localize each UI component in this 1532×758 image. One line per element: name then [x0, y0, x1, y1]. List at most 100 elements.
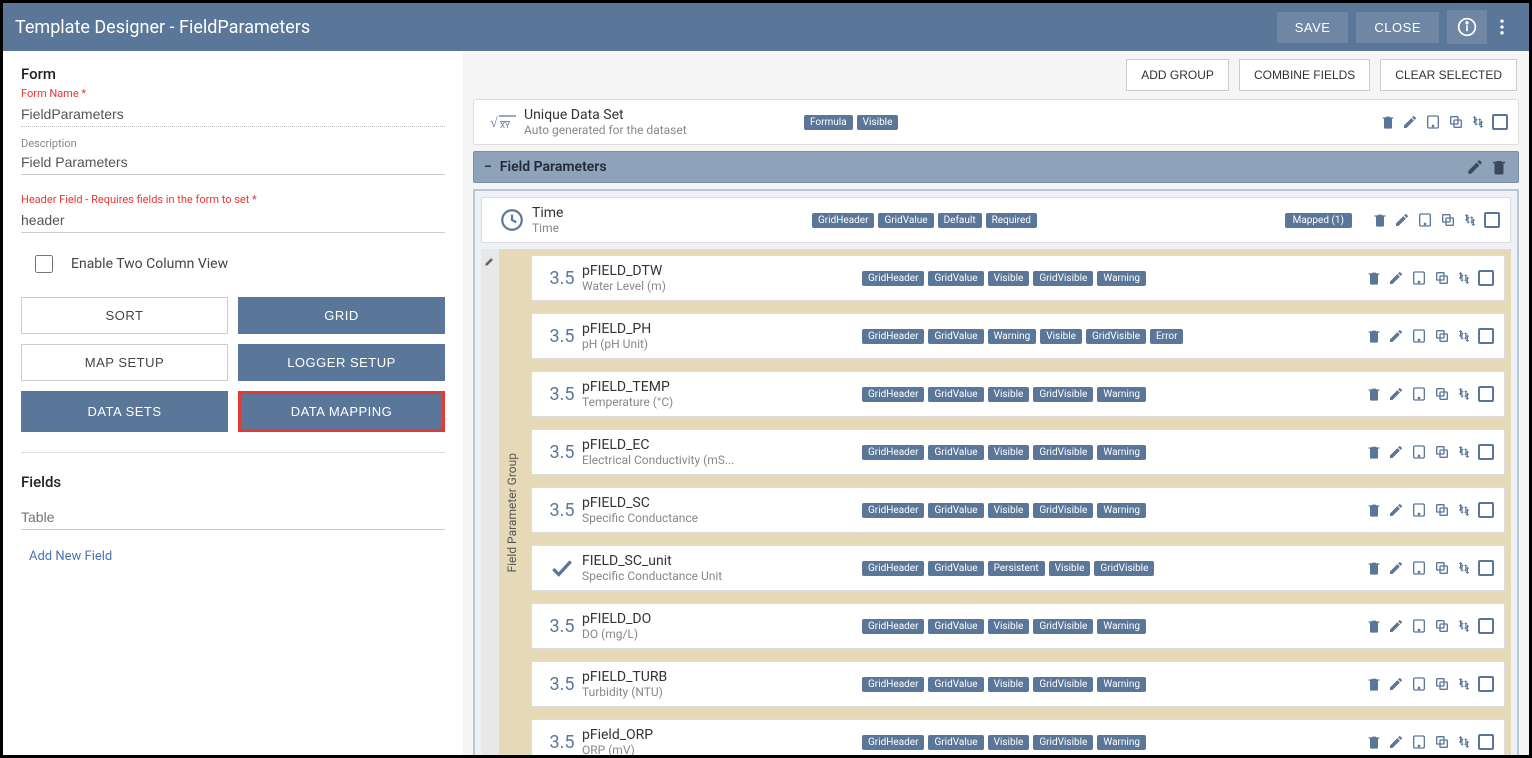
sort-button[interactable]: SORT [21, 297, 228, 334]
row-tags: GridHeaderGridValueVisibleGridVisibleWar… [862, 271, 1366, 286]
reorder-icon[interactable] [1456, 560, 1472, 576]
row-actions [1366, 502, 1494, 518]
tag: GridValue [878, 213, 933, 228]
select-checkbox[interactable] [1478, 444, 1494, 460]
delete-icon[interactable] [1366, 734, 1382, 750]
reorder-icon[interactable] [1456, 386, 1472, 402]
reorder-icon[interactable] [1456, 502, 1472, 518]
copy-icon[interactable] [1448, 114, 1464, 130]
edit-icon[interactable] [1388, 734, 1404, 750]
select-checkbox[interactable] [1478, 502, 1494, 518]
copy-icon[interactable] [1434, 502, 1450, 518]
edit-icon[interactable] [1388, 386, 1404, 402]
data-sets-button[interactable]: DATA SETS [21, 391, 228, 432]
reorder-icon[interactable] [1470, 114, 1486, 130]
close-button[interactable]: CLOSE [1356, 12, 1439, 43]
tablet-icon[interactable] [1410, 270, 1428, 286]
form-name-input[interactable] [21, 102, 445, 127]
delete-icon[interactable] [1366, 676, 1382, 692]
edit-icon[interactable] [1394, 212, 1410, 228]
edit-icon[interactable] [1388, 328, 1404, 344]
select-checkbox[interactable] [1478, 270, 1494, 286]
copy-icon[interactable] [1434, 328, 1450, 344]
select-checkbox[interactable] [1478, 676, 1494, 692]
nested-collapse-handle[interactable] [481, 249, 499, 755]
reorder-icon[interactable] [1462, 212, 1478, 228]
group-header: − Field Parameters [473, 151, 1519, 183]
edit-icon[interactable] [1388, 270, 1404, 286]
logger-setup-button[interactable]: LOGGER SETUP [238, 344, 445, 381]
edit-icon[interactable] [1388, 444, 1404, 460]
tag: Warning [1097, 387, 1146, 402]
more-menu-button[interactable] [1487, 17, 1517, 37]
edit-icon[interactable] [1466, 158, 1484, 176]
reorder-icon[interactable] [1456, 676, 1472, 692]
tablet-icon[interactable] [1416, 212, 1434, 228]
tablet-icon[interactable] [1410, 618, 1428, 634]
delete-icon[interactable] [1366, 328, 1382, 344]
add-new-field-link[interactable]: Add New Field [29, 549, 112, 564]
map-setup-button[interactable]: MAP SETUP [21, 344, 228, 381]
copy-icon[interactable] [1434, 270, 1450, 286]
tablet-icon[interactable] [1410, 676, 1428, 692]
select-checkbox[interactable] [1478, 618, 1494, 634]
reorder-icon[interactable] [1456, 270, 1472, 286]
tablet-icon[interactable] [1410, 560, 1428, 576]
select-checkbox[interactable] [1478, 734, 1494, 750]
select-checkbox[interactable] [1478, 560, 1494, 576]
edit-icon[interactable] [1402, 114, 1418, 130]
combine-fields-button[interactable]: COMBINE FIELDS [1239, 59, 1370, 91]
delete-icon[interactable] [1366, 386, 1382, 402]
delete-icon[interactable] [1380, 114, 1396, 130]
tablet-icon[interactable] [1410, 734, 1428, 750]
info-button[interactable] [1447, 10, 1487, 44]
delete-icon[interactable] [1366, 444, 1382, 460]
edit-icon[interactable] [1388, 502, 1404, 518]
edit-icon[interactable] [1388, 618, 1404, 634]
select-checkbox[interactable] [1478, 328, 1494, 344]
delete-icon[interactable] [1366, 560, 1382, 576]
collapse-toggle[interactable]: − [484, 159, 492, 175]
delete-icon[interactable] [1366, 618, 1382, 634]
delete-icon[interactable] [1366, 502, 1382, 518]
select-checkbox[interactable] [1484, 212, 1500, 228]
tablet-icon[interactable] [1424, 114, 1442, 130]
two-column-checkbox[interactable] [35, 255, 53, 273]
reorder-icon[interactable] [1456, 618, 1472, 634]
copy-icon[interactable] [1434, 560, 1450, 576]
copy-icon[interactable] [1440, 212, 1456, 228]
grid-button[interactable]: GRID [238, 297, 445, 334]
tag: Visible [988, 387, 1030, 402]
delete-icon[interactable] [1372, 212, 1388, 228]
copy-icon[interactable] [1434, 676, 1450, 692]
tablet-icon[interactable] [1410, 444, 1428, 460]
field-row: 3.5 pFIELD_PH pH (pH Unit) GridHeaderGri… [531, 313, 1505, 359]
edit-icon[interactable] [1388, 676, 1404, 692]
data-mapping-button[interactable]: DATA MAPPING [238, 391, 445, 432]
copy-icon[interactable] [1434, 734, 1450, 750]
select-checkbox[interactable] [1478, 386, 1494, 402]
row-name: Time [532, 205, 792, 221]
save-button[interactable]: SAVE [1277, 12, 1349, 43]
add-group-button[interactable]: ADD GROUP [1126, 59, 1229, 91]
edit-icon[interactable] [1388, 560, 1404, 576]
delete-icon[interactable] [1490, 158, 1508, 176]
header-field-input[interactable] [21, 208, 445, 233]
table-input[interactable] [21, 505, 445, 530]
copy-icon[interactable] [1434, 618, 1450, 634]
tablet-icon[interactable] [1410, 502, 1428, 518]
clear-selected-button[interactable]: CLEAR SELECTED [1380, 59, 1517, 91]
select-checkbox[interactable] [1492, 114, 1508, 130]
description-input[interactable] [21, 150, 445, 175]
row-subtitle: DO (mg/L) [582, 627, 842, 641]
delete-icon[interactable] [1366, 270, 1382, 286]
row-name: Unique Data Set [524, 107, 784, 123]
row-subtitle: Specific Conductance Unit [582, 569, 842, 583]
reorder-icon[interactable] [1456, 734, 1472, 750]
reorder-icon[interactable] [1456, 328, 1472, 344]
copy-icon[interactable] [1434, 386, 1450, 402]
tablet-icon[interactable] [1410, 386, 1428, 402]
copy-icon[interactable] [1434, 444, 1450, 460]
tablet-icon[interactable] [1410, 328, 1428, 344]
reorder-icon[interactable] [1456, 444, 1472, 460]
